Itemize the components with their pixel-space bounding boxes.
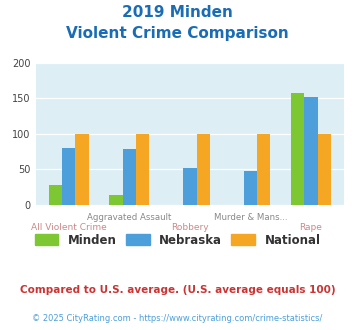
Bar (197, 134, 210, 205)
Bar (244, 171, 257, 205)
Bar (123, 148, 136, 205)
Bar (76, 134, 89, 205)
Bar (291, 93, 304, 205)
Bar (49, 185, 62, 205)
Text: Rape: Rape (300, 223, 322, 232)
Bar (183, 168, 197, 205)
Text: All Violent Crime: All Violent Crime (31, 223, 107, 232)
Text: © 2025 CityRating.com - https://www.cityrating.com/crime-statistics/: © 2025 CityRating.com - https://www.city… (32, 314, 323, 323)
Bar (62, 148, 76, 205)
Bar (109, 195, 123, 205)
Text: Violent Crime Comparison: Violent Crime Comparison (66, 26, 289, 41)
Text: Murder & Mans...: Murder & Mans... (214, 213, 287, 222)
Bar (318, 134, 331, 205)
Legend: Minden, Nebraska, National: Minden, Nebraska, National (30, 229, 325, 251)
Text: Aggravated Assault: Aggravated Assault (87, 213, 171, 222)
Bar (257, 134, 271, 205)
Bar (136, 134, 149, 205)
Text: Robbery: Robbery (171, 223, 209, 232)
Text: 2019 Minden: 2019 Minden (122, 5, 233, 20)
Bar (304, 97, 318, 205)
Text: Compared to U.S. average. (U.S. average equals 100): Compared to U.S. average. (U.S. average … (20, 285, 335, 295)
